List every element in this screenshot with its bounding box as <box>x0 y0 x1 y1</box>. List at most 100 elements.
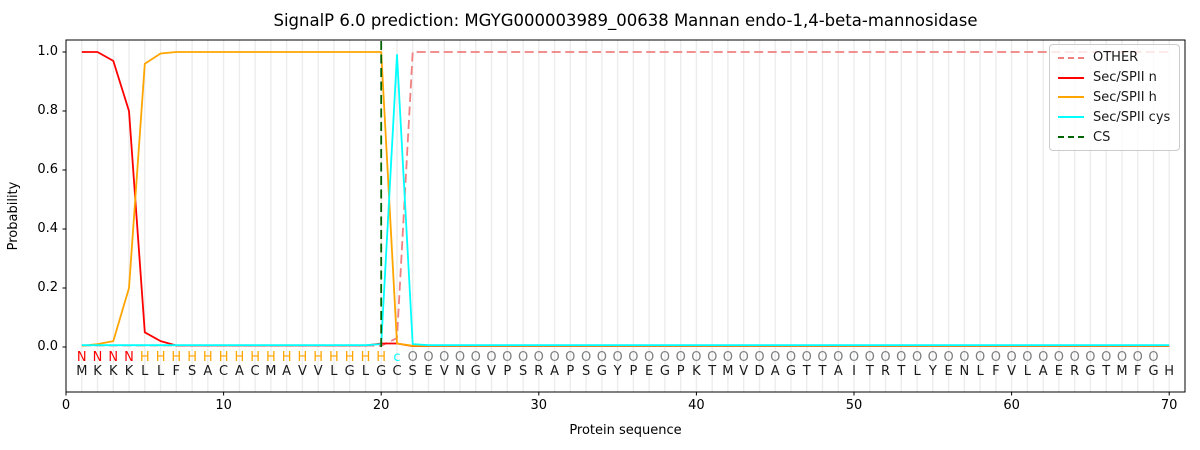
residue-letter: Y <box>613 364 622 379</box>
residue-letter: G <box>470 364 481 379</box>
annotation-letter: O <box>707 350 718 365</box>
annotation-letter: O <box>502 350 513 365</box>
residue-letter: F <box>172 364 181 379</box>
annotation-letter: H <box>234 350 245 365</box>
sec-spii-cys-series-line <box>81 54 1170 347</box>
annotation-letter: O <box>943 350 954 365</box>
annotation-letter: O <box>785 350 797 365</box>
legend-line-swatch <box>1058 96 1084 99</box>
residue-letter: F <box>1133 364 1142 379</box>
annotation-letter: O <box>1006 350 1017 365</box>
annotation-letter: O <box>754 350 765 365</box>
residue-letter: V <box>313 364 323 379</box>
residue-letter: S <box>581 364 591 379</box>
residue-letter: P <box>503 364 512 379</box>
legend-label: Sec/SPII n <box>1093 70 1157 86</box>
legend-entry: OTHER <box>1050 48 1179 67</box>
residue-letter: L <box>141 364 149 379</box>
residue-letter: L <box>976 364 984 379</box>
legend: OTHER Sec/SPII n Sec/SPII h Sec/SPII cys CS <box>1049 44 1180 151</box>
annotation-letter: O <box>801 350 812 365</box>
legend-label: Sec/SPII h <box>1093 89 1157 105</box>
other-series-line <box>81 51 1170 347</box>
annotation-letter: O <box>596 350 607 365</box>
annotation-letter: H <box>187 350 197 365</box>
annotation-letter: H <box>171 350 182 365</box>
legend-label: Sec/SPII cys <box>1093 109 1171 125</box>
annotation-letter: O <box>533 350 544 365</box>
annotation-letter: c <box>393 350 401 365</box>
annotation-letter: O <box>423 350 434 365</box>
residue-letter: K <box>124 364 134 379</box>
y-tick-label: 0.2 <box>37 280 58 295</box>
legend-line-swatch <box>1058 116 1084 119</box>
annotation-letter: O <box>911 350 923 365</box>
x-tick-label: 10 <box>215 398 232 413</box>
residue-letter: T <box>708 364 717 379</box>
legend-label: CS <box>1093 129 1111 145</box>
annotation-letter: O <box>1038 350 1049 365</box>
annotation-letter: O <box>848 350 860 365</box>
residue-letter: V <box>739 364 749 379</box>
chart-title: SignalP 6.0 prediction: MGYG000003989_00… <box>273 11 978 30</box>
residue-letter: A <box>282 364 292 379</box>
residue-letter: S <box>518 364 528 379</box>
annotation-letter: O <box>990 350 1001 365</box>
x-tick-label: 60 <box>1003 398 1020 413</box>
annotation-letter: H <box>297 350 308 365</box>
sec-spii-h-series-line <box>81 51 1170 347</box>
residue-letter: R <box>534 364 544 379</box>
residue-letter: G <box>344 364 355 379</box>
residue-letter: K <box>692 364 701 379</box>
annotation-letter: H <box>266 350 276 365</box>
annotation-letter: O <box>470 350 481 365</box>
annotation-letter: O <box>565 350 576 365</box>
annotation-letter: O <box>1116 350 1128 365</box>
residue-letter: A <box>234 364 244 379</box>
residue-letter: G <box>1085 364 1096 379</box>
residue-letter: R <box>880 364 891 379</box>
residue-letter: M <box>722 364 734 379</box>
residue-letter: T <box>865 364 874 379</box>
residue-letter: G <box>376 364 387 379</box>
residue-letter: N <box>455 364 465 379</box>
residue-letter: A <box>770 364 780 379</box>
annotation-letter: O <box>1022 350 1033 365</box>
annotation-letter: O <box>659 350 670 365</box>
annotation-letter: O <box>927 350 938 365</box>
residue-letter: I <box>852 364 856 379</box>
y-tick-label: 0.4 <box>37 221 58 236</box>
x-tick-label: 30 <box>530 398 548 413</box>
annotation-letter: O <box>407 350 418 365</box>
residue-letter: R <box>1070 364 1080 379</box>
residue-letter: G <box>596 364 607 379</box>
residue-letter: L <box>913 364 921 379</box>
plot-border <box>65 39 1186 393</box>
residue-letter: E <box>944 364 953 379</box>
annotation-letter: O <box>1101 350 1112 365</box>
sec-spii-n-series-line <box>81 51 1170 347</box>
residue-letter: C <box>219 364 229 379</box>
legend-label: OTHER <box>1093 50 1139 66</box>
annotation-letter: O <box>580 350 592 365</box>
annotation-letter: O <box>880 350 891 365</box>
residue-letter: E <box>424 364 433 379</box>
residue-letter: V <box>1007 364 1017 379</box>
residue-letter: L <box>330 364 338 379</box>
residue-letter: T <box>802 364 811 379</box>
y-tick-label: 1.0 <box>37 44 58 59</box>
residue-letter: A <box>833 364 843 379</box>
x-axis-label: Protein sequence <box>569 423 682 438</box>
annotation-letter: O <box>1148 350 1159 365</box>
annotation-letter: O <box>833 350 844 365</box>
residue-letter: L <box>1023 364 1032 379</box>
annotation-letter: O <box>643 350 655 365</box>
annotation-letter: H <box>139 350 150 365</box>
residue-letter: D <box>754 364 765 379</box>
annotation-letter: H <box>250 350 260 365</box>
annotation-letter: N <box>76 350 87 365</box>
legend-line-swatch <box>1058 136 1084 139</box>
residue-letter: G <box>785 364 797 379</box>
residue-letter: E <box>1054 364 1063 379</box>
x-tick-label: 50 <box>845 398 863 413</box>
